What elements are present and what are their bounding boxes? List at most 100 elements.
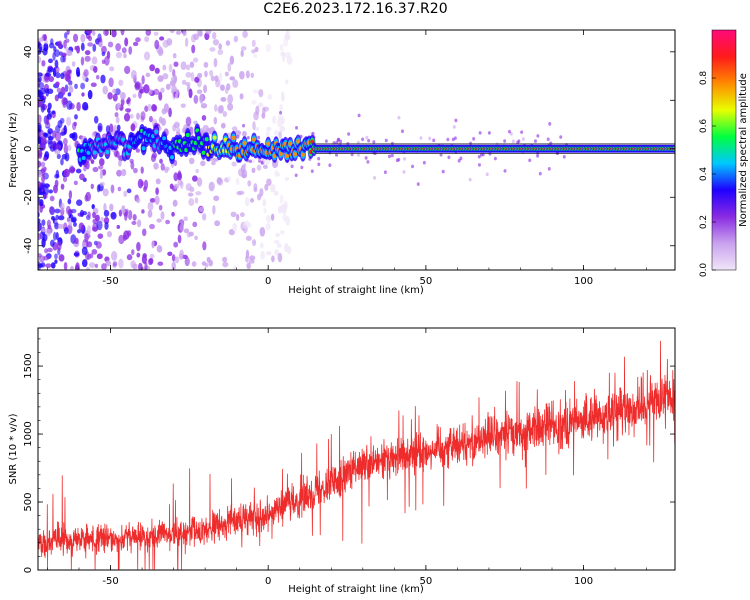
signal-blob-core xyxy=(278,151,283,156)
spectrogram-speck xyxy=(50,262,56,269)
spectrogram-speck xyxy=(361,137,365,142)
spectrogram-speck xyxy=(46,113,53,120)
signal-blob-core xyxy=(293,152,298,157)
spectrogram-speck xyxy=(279,229,285,235)
spectrogram-speck xyxy=(189,186,195,193)
spectrogram-speck xyxy=(130,123,136,132)
spectrogram-speck xyxy=(184,256,190,267)
colorbar-bar xyxy=(711,29,737,271)
spectrogram-speck xyxy=(247,180,252,187)
spectrogram-speck xyxy=(528,158,532,163)
spectrogram-speck xyxy=(45,228,51,237)
spectrogram-speck xyxy=(232,79,239,88)
spectrogram-speck xyxy=(91,56,98,65)
spectrogram-speck xyxy=(395,158,399,163)
spectrogram-speck xyxy=(177,179,183,186)
spectrogram-speck xyxy=(140,166,144,174)
spectrogram-speck xyxy=(41,227,46,233)
spectrogram-speck xyxy=(44,40,49,45)
spectrogram-speck xyxy=(38,136,42,145)
spectrogram-speck xyxy=(47,128,53,135)
spectrogram-speck xyxy=(282,51,286,62)
spectrogram-speck xyxy=(235,213,240,221)
spectrogram-speck xyxy=(211,161,216,166)
spectrogram-speck xyxy=(107,41,114,48)
spectrogram-speck xyxy=(102,85,109,95)
spectrogram-speck xyxy=(130,161,135,170)
spectrogram-speck xyxy=(264,183,269,191)
spectrogram-speck xyxy=(67,144,72,152)
spectrogram-speck xyxy=(266,126,272,132)
spectrogram-speck xyxy=(188,231,194,237)
spectrogram-speck xyxy=(208,181,215,192)
spectrogram-speck xyxy=(102,188,109,197)
spectrogram-speck xyxy=(210,75,215,82)
spectrogram-speck xyxy=(109,123,114,133)
spectrogram-speck xyxy=(155,187,159,196)
spectrogram-speck xyxy=(38,81,45,90)
spectrogram-speck xyxy=(116,169,122,177)
spectrogram-speck xyxy=(38,76,42,83)
spectrogram-speck xyxy=(132,213,137,221)
spectrogram-speck xyxy=(61,97,68,106)
spectrogram-speck xyxy=(56,153,61,160)
spectrogram-speck xyxy=(428,136,432,141)
spectrogram-speck xyxy=(335,153,339,157)
spectrogram-speck xyxy=(158,204,163,211)
spectrogram-x-tick-label: 0 xyxy=(265,276,271,287)
spectrogram-speck xyxy=(118,258,124,269)
spectrogram-speck xyxy=(209,47,216,52)
spectrogram-speck xyxy=(123,113,131,122)
spectrogram-speck xyxy=(149,197,156,203)
spectrogram-speck xyxy=(96,74,100,80)
spectrogram-speck xyxy=(116,102,121,109)
spectrogram-speck xyxy=(106,231,112,238)
spectrogram-speck xyxy=(159,49,164,55)
spectrogram-speck xyxy=(89,253,94,259)
spectrogram-speck xyxy=(38,187,42,196)
spectrogram-speck xyxy=(140,111,146,121)
spectrogram-speck xyxy=(411,164,415,169)
spectrogram-speck xyxy=(141,209,145,214)
spectrogram-speck xyxy=(201,115,207,121)
spectrogram-speck xyxy=(47,224,52,230)
spectrogram-speck xyxy=(83,69,89,77)
spectrogram-speck xyxy=(95,241,102,249)
spectrogram-speck xyxy=(276,172,281,177)
spectrogram-speck xyxy=(103,203,107,212)
spectrogram-speck xyxy=(200,160,206,167)
spectrogram-speck xyxy=(136,241,141,252)
spectrogram-speck xyxy=(87,42,94,47)
spectrogram-speck xyxy=(142,228,147,237)
spectrogram-speck xyxy=(38,91,44,100)
spectrogram-speck xyxy=(100,216,105,223)
spectrogram-speck xyxy=(246,135,250,140)
spectrogram-speck xyxy=(98,41,103,48)
spectrogram-speck xyxy=(188,88,193,99)
spectrogram-speck xyxy=(279,44,284,52)
spectrogram-speck xyxy=(73,222,77,227)
spectrogram-speck xyxy=(150,154,157,163)
spectrogram-speck xyxy=(75,168,82,174)
spectrogram-speck xyxy=(60,158,64,166)
spectrogram-speck xyxy=(73,252,80,257)
spectrogram-speck xyxy=(73,33,79,43)
spectrogram-speck xyxy=(49,239,55,247)
spectrogram-speck xyxy=(43,193,48,199)
spectrogram-speck xyxy=(233,35,239,43)
spectrogram-speck xyxy=(80,42,85,51)
spectrogram-speck xyxy=(165,83,171,91)
spectrogram-speck xyxy=(290,164,294,169)
signal-blob-core xyxy=(162,136,167,141)
spectrogram-speck xyxy=(357,113,361,118)
spectrogram-speck xyxy=(265,43,272,53)
spectrogram-speck xyxy=(154,39,160,50)
spectrogram-speck xyxy=(67,198,72,205)
spectrogram-speck xyxy=(195,168,199,174)
spectrogram-speck xyxy=(188,157,195,165)
spectrogram-speck xyxy=(225,40,231,46)
spectrogram-speck xyxy=(373,176,377,180)
spectrogram-speck xyxy=(328,163,332,168)
spectrogram-speck xyxy=(232,223,238,232)
spectrogram-speck xyxy=(133,167,138,174)
